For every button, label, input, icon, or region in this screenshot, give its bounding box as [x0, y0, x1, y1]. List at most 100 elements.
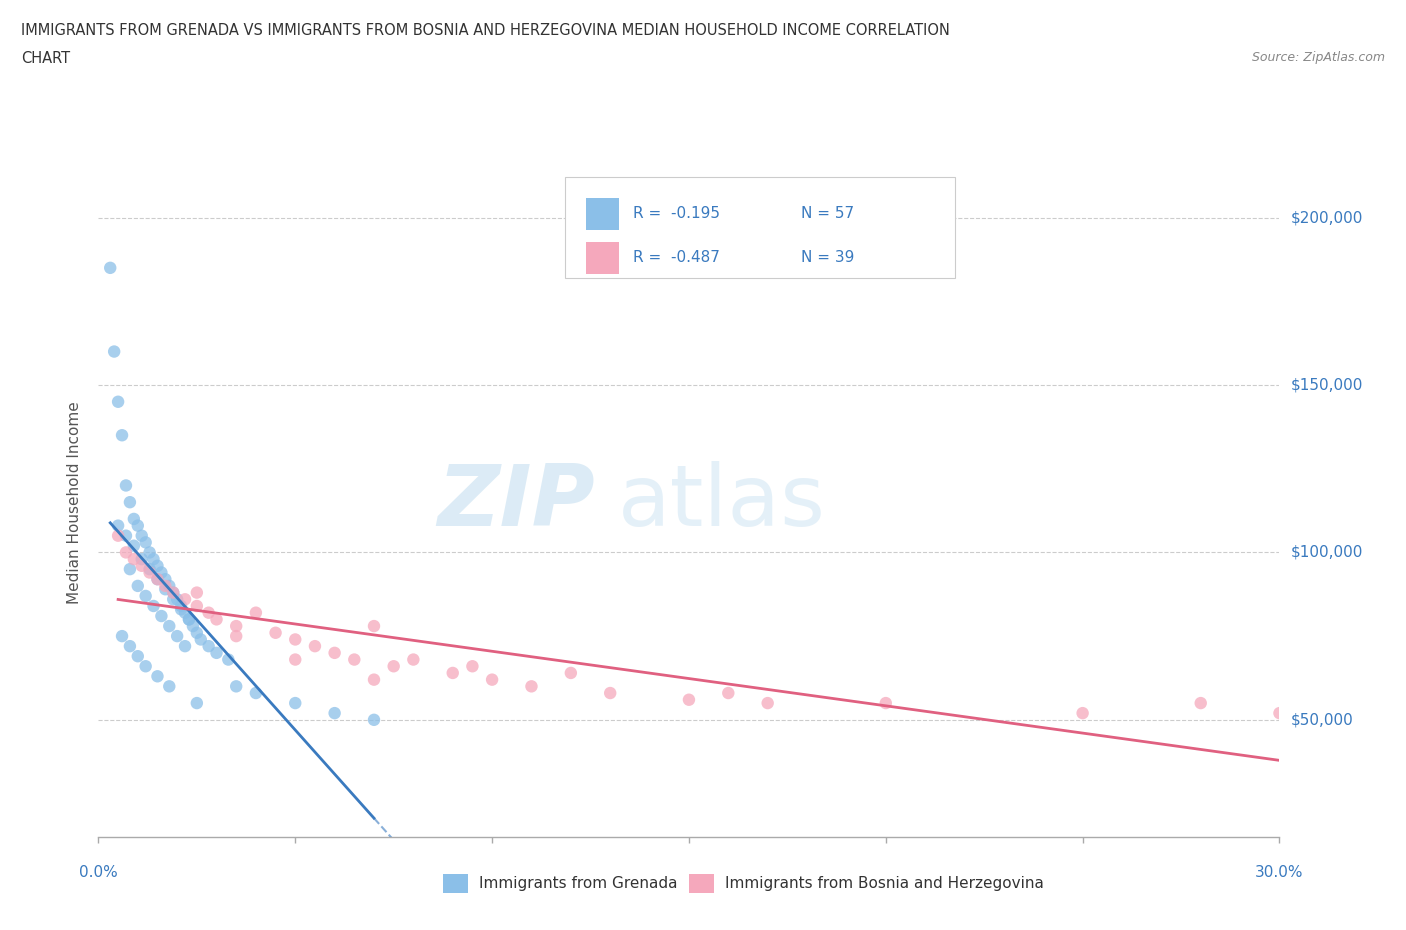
Point — [107, 518, 129, 533]
Point — [363, 712, 385, 727]
FancyBboxPatch shape — [586, 197, 619, 230]
Point — [599, 685, 621, 700]
Point — [142, 599, 165, 614]
Point — [115, 545, 138, 560]
Point — [162, 585, 184, 600]
Point — [264, 625, 287, 640]
Text: R =  -0.487: R = -0.487 — [634, 250, 720, 265]
Point — [115, 478, 138, 493]
FancyBboxPatch shape — [565, 178, 955, 278]
Point — [142, 551, 165, 566]
Point — [177, 612, 200, 627]
Text: 0.0%: 0.0% — [79, 865, 118, 880]
Point — [177, 612, 200, 627]
Point — [186, 599, 208, 614]
Point — [174, 605, 197, 620]
Point — [1071, 706, 1094, 721]
Point — [225, 618, 247, 633]
Text: N = 57: N = 57 — [801, 206, 855, 221]
Point — [186, 625, 208, 640]
Point — [107, 528, 129, 543]
Text: $100,000: $100,000 — [1291, 545, 1362, 560]
Point — [157, 578, 180, 593]
Point — [127, 649, 149, 664]
Point — [98, 260, 121, 275]
Point — [284, 632, 307, 647]
Text: Immigrants from Bosnia and Herzegovina: Immigrants from Bosnia and Herzegovina — [725, 876, 1045, 891]
Point — [146, 572, 169, 587]
Point — [150, 608, 173, 623]
Text: $150,000: $150,000 — [1291, 378, 1362, 392]
Text: Immigrants from Grenada: Immigrants from Grenada — [479, 876, 678, 891]
Text: $200,000: $200,000 — [1291, 210, 1362, 225]
Point — [245, 685, 267, 700]
Text: Source: ZipAtlas.com: Source: ZipAtlas.com — [1251, 51, 1385, 64]
Point — [323, 706, 346, 721]
Y-axis label: Median Household Income: Median Household Income — [67, 401, 83, 604]
Point — [245, 605, 267, 620]
Point — [155, 582, 177, 597]
Point — [155, 578, 177, 593]
Point — [1189, 696, 1212, 711]
Point — [150, 565, 173, 580]
Point — [197, 605, 219, 620]
Point — [481, 672, 503, 687]
Point — [756, 696, 779, 711]
Point — [103, 344, 125, 359]
Point — [135, 535, 157, 550]
Point — [122, 551, 145, 566]
Point — [131, 528, 153, 543]
Text: ZIP: ZIP — [437, 460, 595, 544]
Point — [135, 658, 157, 673]
Point — [127, 578, 149, 593]
Point — [155, 572, 177, 587]
Point — [363, 618, 385, 633]
Point — [875, 696, 897, 711]
Point — [461, 658, 484, 673]
Text: atlas: atlas — [619, 460, 827, 544]
Point — [174, 639, 197, 654]
Point — [560, 666, 582, 681]
Point — [166, 591, 188, 606]
Point — [520, 679, 543, 694]
Point — [157, 679, 180, 694]
Point — [111, 428, 134, 443]
Point — [343, 652, 366, 667]
Point — [304, 639, 326, 654]
Point — [122, 512, 145, 526]
Text: 30.0%: 30.0% — [1256, 865, 1303, 880]
Point — [190, 632, 212, 647]
Point — [174, 591, 197, 606]
Point — [135, 589, 157, 604]
Point — [284, 696, 307, 711]
Point — [146, 572, 169, 587]
Point — [115, 528, 138, 543]
Point — [402, 652, 425, 667]
Text: N = 39: N = 39 — [801, 250, 855, 265]
Point — [131, 558, 153, 573]
Point — [186, 696, 208, 711]
Point — [205, 645, 228, 660]
Point — [166, 629, 188, 644]
Point — [146, 669, 169, 684]
Point — [157, 618, 180, 633]
Point — [146, 558, 169, 573]
Point — [170, 599, 193, 614]
Text: IMMIGRANTS FROM GRENADA VS IMMIGRANTS FROM BOSNIA AND HERZEGOVINA MEDIAN HOUSEHO: IMMIGRANTS FROM GRENADA VS IMMIGRANTS FR… — [21, 23, 950, 38]
Point — [441, 666, 464, 681]
Point — [382, 658, 405, 673]
Point — [118, 562, 141, 577]
Point — [225, 679, 247, 694]
Point — [1268, 706, 1291, 721]
Point — [181, 618, 204, 633]
Text: $50,000: $50,000 — [1291, 712, 1354, 727]
Point — [138, 545, 160, 560]
Point — [162, 591, 184, 606]
Point — [225, 629, 247, 644]
Point — [122, 538, 145, 553]
Point — [131, 551, 153, 566]
Point — [127, 518, 149, 533]
Point — [186, 585, 208, 600]
Point — [170, 602, 193, 617]
Point — [162, 585, 184, 600]
